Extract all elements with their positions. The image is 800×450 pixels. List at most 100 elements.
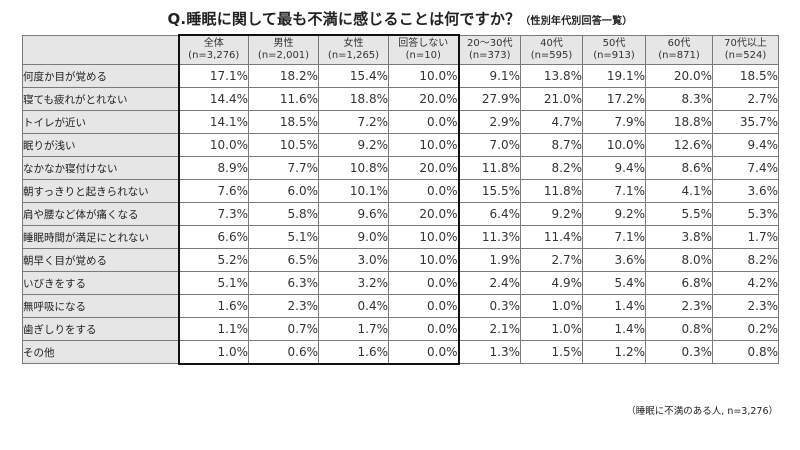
row-label: なかなか寝付けない xyxy=(22,156,179,180)
column-header: 60代 (n=871) xyxy=(645,34,713,65)
value-cell: 0.0% xyxy=(388,271,460,295)
value-cell: 18.8% xyxy=(645,110,713,134)
value-cell: 1.0% xyxy=(520,294,583,318)
value-cell: 9.2% xyxy=(582,202,646,226)
value-cell: 7.3% xyxy=(177,202,249,226)
value-cell: 9.0% xyxy=(318,225,389,249)
column-label: 20～30代 xyxy=(467,37,513,49)
row-label: 寝ても疲れがとれない xyxy=(22,87,179,111)
value-cell: 1.6% xyxy=(318,340,389,365)
value-cell: 1.6% xyxy=(177,294,249,318)
value-cell: 5.3% xyxy=(712,202,779,226)
title-main: Q.睡眠に関して最も不満に感じることは何ですか？ xyxy=(167,10,521,28)
value-cell: 5.2% xyxy=(177,248,249,272)
value-cell: 1.4% xyxy=(582,294,646,318)
value-cell: 0.3% xyxy=(458,294,521,318)
value-cell: 0.0% xyxy=(388,340,460,365)
table-row: なかなか寝付けない 8.9% 7.7% 10.8% 20.0% 11.8% 8.2% 9.4%… xyxy=(22,156,779,180)
value-cell: 6.4% xyxy=(458,202,521,226)
table-row: 寝ても疲れがとれない 14.4% 11.6% 18.8% 20.0% 27.9% 21.0%… xyxy=(22,87,779,111)
value-cell: 2.3% xyxy=(712,294,779,318)
value-cell: 5.1% xyxy=(248,225,319,249)
value-cell: 6.0% xyxy=(248,179,319,203)
row-label: 睡眠時間が満足にとれない xyxy=(22,225,179,249)
column-sample-size: (n=3,276) xyxy=(188,50,240,61)
column-label: 回答しない xyxy=(398,38,449,49)
value-cell: 5.4% xyxy=(582,271,646,295)
value-cell: 1.4% xyxy=(582,317,646,341)
value-cell: 8.2% xyxy=(520,156,583,180)
value-cell: 5.1% xyxy=(177,271,249,295)
column-sample-size: (n=373) xyxy=(468,49,511,61)
value-cell: 0.0% xyxy=(388,294,460,318)
value-cell: 0.0% xyxy=(388,317,460,341)
value-cell: 2.1% xyxy=(458,317,521,341)
value-cell: 18.5% xyxy=(248,110,319,134)
title-sub: （性別年代別回答一覧） xyxy=(520,16,633,27)
value-cell: 8.2% xyxy=(712,248,779,272)
column-header: 20～30代 (n=373) xyxy=(458,34,521,65)
value-cell: 1.0% xyxy=(177,340,249,365)
value-cell: 10.0% xyxy=(388,133,460,157)
table-row: 肩や腰など体が痛くなる 7.3% 5.8% 9.6% 20.0% 6.4% 9.2% 9.2%… xyxy=(22,202,779,226)
value-cell: 7.6% xyxy=(177,179,249,203)
column-label: 60代 xyxy=(667,37,691,49)
column-header: 50代 (n=913) xyxy=(582,34,646,65)
value-cell: 10.8% xyxy=(318,156,389,180)
value-cell: 14.1% xyxy=(177,110,249,134)
value-cell: 15.4% xyxy=(318,64,389,88)
value-cell: 10.0% xyxy=(388,64,460,88)
value-cell: 10.0% xyxy=(177,133,249,157)
value-cell: 21.0% xyxy=(520,87,583,111)
value-cell: 15.5% xyxy=(458,179,521,203)
value-cell: 0.3% xyxy=(645,340,713,364)
value-cell: 1.7% xyxy=(712,225,779,249)
value-cell: 0.0% xyxy=(388,179,460,203)
value-cell: 12.6% xyxy=(645,133,713,157)
value-cell: 1.0% xyxy=(520,317,583,341)
value-cell: 10.1% xyxy=(318,179,389,203)
column-sample-size: (n=10) xyxy=(405,50,441,61)
value-cell: 0.0% xyxy=(388,110,460,134)
value-cell: 2.7% xyxy=(520,248,583,272)
value-cell: 11.3% xyxy=(458,225,521,249)
value-cell: 3.6% xyxy=(712,179,779,203)
row-label: 眠りが浅い xyxy=(22,133,179,157)
value-cell: 9.4% xyxy=(712,133,779,157)
column-sample-size: (n=2,001) xyxy=(257,50,310,61)
value-cell: 3.2% xyxy=(318,271,389,295)
value-cell: 11.8% xyxy=(458,156,521,180)
value-cell: 1.1% xyxy=(177,317,249,341)
value-cell: 7.0% xyxy=(458,133,521,157)
column-header: 回答しない (n=10) xyxy=(388,34,460,65)
value-cell: 10.0% xyxy=(388,225,460,249)
table-row: 何度か目が覚める 17.1% 18.2% 15.4% 10.0% 9.1% 13.8% 19.… xyxy=(22,64,779,88)
row-label: 肩や腰など体が痛くなる xyxy=(22,202,179,226)
column-header: 全体 (n=3,276) xyxy=(177,34,249,65)
value-cell: 8.0% xyxy=(645,248,713,272)
value-cell: 8.7% xyxy=(520,133,583,157)
value-cell: 17.1% xyxy=(177,64,249,88)
table-row: いびきをする 5.1% 6.3% 3.2% 0.0% 2.4% 4.9% 5.4% 6.8% 4.… xyxy=(22,271,779,295)
value-cell: 20.0% xyxy=(388,87,460,111)
value-cell: 10.0% xyxy=(582,133,646,157)
value-cell: 7.2% xyxy=(318,110,389,134)
column-header: 70代以上 (n=524) xyxy=(712,34,779,65)
column-label: 全体 xyxy=(203,38,224,49)
column-label: 50代 xyxy=(602,37,626,49)
row-label: トイレが近い xyxy=(22,110,179,134)
column-label: 男性 xyxy=(273,38,294,49)
row-label: 歯ぎしりをする xyxy=(22,317,179,341)
column-label: 40代 xyxy=(540,37,563,49)
value-cell: 35.7% xyxy=(712,110,779,134)
column-sample-size: (n=1,265) xyxy=(327,50,380,61)
page-title: Q.睡眠に関して最も不満に感じることは何ですか？（性別年代別回答一覧） xyxy=(0,8,800,29)
value-cell: 4.7% xyxy=(520,110,583,134)
table-row: 眠りが浅い 10.0% 10.5% 9.2% 10.0% 7.0% 8.7% 10.0% 12.… xyxy=(22,133,779,157)
value-cell: 20.0% xyxy=(388,156,460,180)
value-cell: 7.4% xyxy=(712,156,779,180)
value-cell: 14.4% xyxy=(177,87,249,111)
value-cell: 9.6% xyxy=(318,202,389,226)
value-cell: 6.6% xyxy=(177,225,249,249)
value-cell: 11.6% xyxy=(248,87,319,111)
